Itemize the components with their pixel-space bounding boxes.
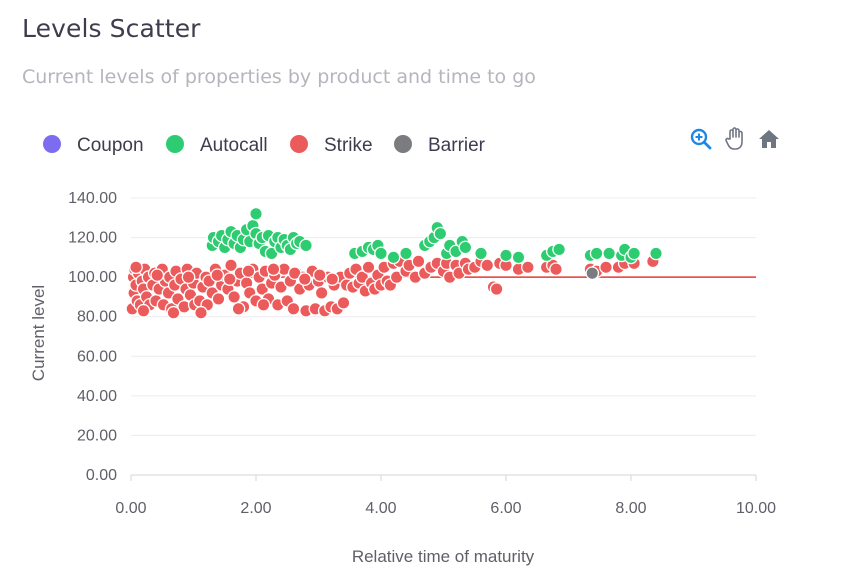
y-tick-label: 20.00 — [77, 427, 117, 444]
legend-item-coupon[interactable]: Coupon — [43, 135, 144, 156]
legend-marker-barrier — [394, 135, 412, 153]
strike-point[interactable] — [210, 268, 225, 283]
legend-marker-autocall — [166, 135, 184, 153]
home-icon[interactable] — [756, 126, 782, 152]
strike-point[interactable] — [480, 258, 495, 273]
hand-pan-icon[interactable] — [722, 126, 748, 152]
legend-label-strike: Strike — [324, 135, 373, 156]
autocall-point[interactable] — [386, 250, 401, 265]
legend: Coupon Autocall Strike Barrier — [43, 135, 486, 156]
chart-subtitle: Current levels of properties by product … — [22, 66, 536, 88]
legend-marker-coupon — [43, 135, 61, 153]
strike-point[interactable] — [521, 260, 535, 275]
barrier-point[interactable] — [585, 266, 600, 281]
legend-label-barrier: Barrier — [428, 135, 486, 156]
strike-point[interactable] — [297, 272, 312, 286]
strike-point[interactable] — [286, 301, 301, 316]
strike-point[interactable] — [411, 254, 426, 269]
strike-point[interactable] — [241, 264, 256, 279]
x-tick-label: 4.00 — [365, 500, 396, 517]
x-tick-label: 6.00 — [490, 500, 521, 517]
autocall-point[interactable] — [374, 246, 388, 261]
strike-point[interactable] — [325, 272, 340, 286]
autocall-point[interactable] — [627, 246, 641, 261]
autocall-point[interactable] — [649, 246, 663, 261]
strike-point[interactable] — [222, 272, 237, 286]
strike-point[interactable] — [181, 270, 196, 284]
y-tick-label: 0.00 — [86, 467, 117, 484]
autocall-point[interactable] — [511, 250, 526, 265]
chart-toolbar — [688, 126, 782, 152]
strike-point[interactable] — [312, 268, 327, 283]
strike-point[interactable] — [287, 266, 302, 281]
strike-point[interactable] — [136, 303, 151, 318]
y-tick-label: 80.00 — [77, 309, 117, 326]
strike-point[interactable] — [129, 260, 143, 275]
strike-point[interactable] — [211, 292, 226, 306]
legend-item-barrier[interactable]: Barrier — [394, 135, 486, 156]
strike-point[interactable] — [194, 305, 208, 320]
x-tick-label: 10.00 — [736, 500, 776, 517]
autocall-point[interactable] — [299, 238, 313, 253]
strike-point[interactable] — [489, 282, 504, 296]
zoom-in-icon[interactable] — [688, 126, 714, 152]
legend-item-strike[interactable]: Strike — [290, 135, 373, 156]
y-tick-label: 120.00 — [68, 230, 117, 247]
y-axis-label: Current level — [29, 285, 48, 381]
strike-point[interactable] — [599, 260, 613, 275]
chart-title: Levels Scatter — [22, 14, 201, 43]
autocall-point[interactable] — [249, 206, 263, 221]
x-tick-label: 0.00 — [115, 500, 146, 517]
x-tick-label: 2.00 — [240, 500, 271, 517]
strike-point[interactable] — [150, 268, 165, 283]
autocall-point[interactable] — [458, 240, 473, 255]
legend-label-coupon: Coupon — [77, 135, 144, 156]
strike-point[interactable] — [231, 301, 246, 316]
legend-label-autocall: Autocall — [200, 135, 268, 156]
strike-point[interactable] — [224, 258, 238, 273]
y-tick-label: 60.00 — [77, 348, 117, 365]
data-points — [125, 206, 663, 320]
strike-point[interactable] — [266, 262, 281, 277]
y-tick-label: 100.00 — [68, 269, 117, 286]
autocall-point[interactable] — [399, 246, 413, 261]
autocall-point[interactable] — [499, 248, 513, 263]
strike-point[interactable] — [336, 296, 351, 310]
strike-point[interactable] — [314, 286, 329, 300]
y-tick-label: 40.00 — [77, 388, 117, 405]
y-tick-label: 140.00 — [68, 190, 117, 207]
strike-point[interactable] — [227, 290, 241, 304]
autocall-point[interactable] — [602, 246, 616, 261]
strike-point[interactable] — [256, 297, 271, 312]
x-tick-label: 8.00 — [615, 500, 646, 517]
autocall-point[interactable] — [433, 226, 448, 241]
strike-point[interactable] — [166, 305, 181, 320]
legend-marker-strike — [290, 135, 308, 153]
autocall-point[interactable] — [552, 242, 566, 257]
x-axis-label: Relative time of maturity — [352, 547, 535, 566]
autocall-point[interactable] — [589, 246, 604, 261]
axes: 0.00 20.00 40.00 60.00 80.00 100.00 120.00 140.… — [68, 190, 776, 517]
strike-point[interactable] — [361, 260, 376, 275]
strike-point[interactable] — [549, 262, 563, 277]
autocall-point[interactable] — [474, 246, 488, 261]
legend-item-autocall[interactable]: Autocall — [166, 135, 268, 156]
